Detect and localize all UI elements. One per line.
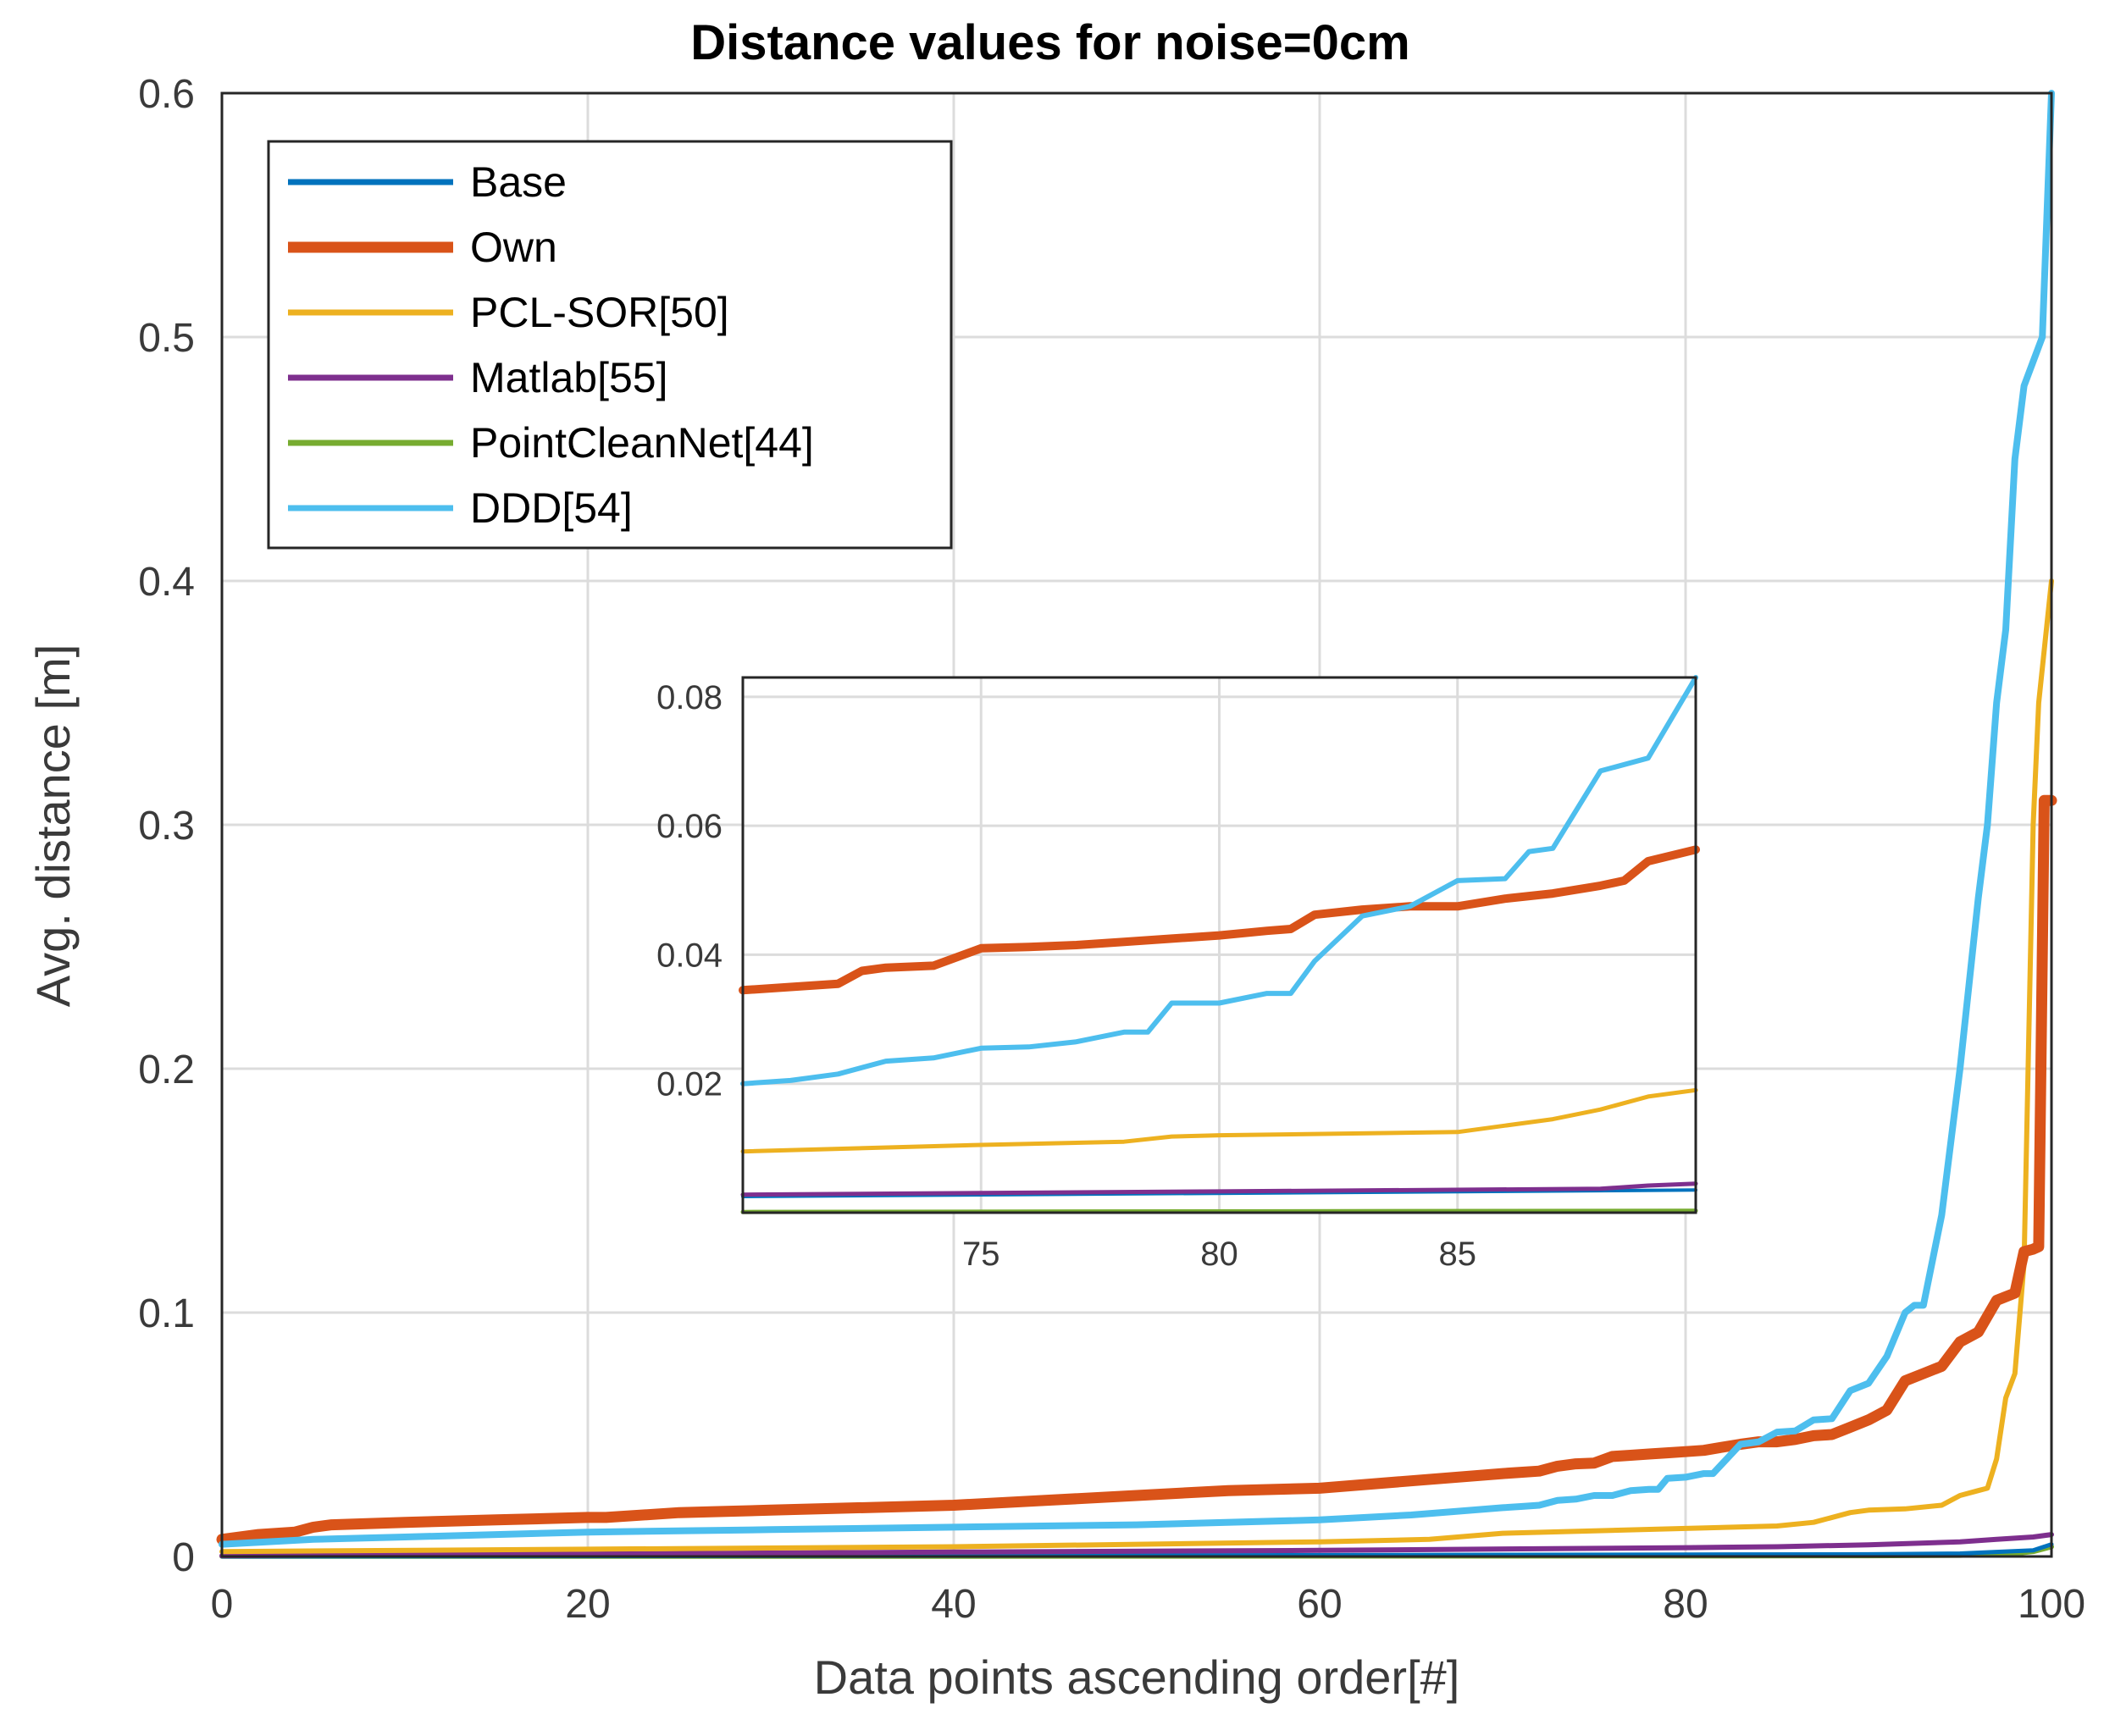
main-x-tick-labels: 0 20 40 60 80 100 bbox=[211, 1582, 2085, 1627]
main-y-tick-label: 0.1 bbox=[138, 1291, 195, 1336]
inset-plot-area: 75 80 85 0.02 0.04 0.06 0.08 bbox=[656, 675, 1700, 1273]
main-plot-area: 0 20 40 60 80 100 0 0.1 0.2 0.3 0.4 0.5 0.6 bbox=[138, 72, 2085, 1627]
inset-plot-frame bbox=[741, 676, 1697, 1214]
inset-y-tick-label: 0.06 bbox=[656, 808, 723, 845]
inset-x-tick-label: 85 bbox=[1439, 1236, 1477, 1273]
main-plot-frame bbox=[220, 91, 2053, 1558]
main-series-pcl-sor-50 bbox=[219, 578, 2054, 1555]
legend: Base Own PCL-SOR[50] Matlab[55] PointCleanNe… bbox=[267, 140, 953, 550]
legend-label-pointcleannet-44: PointCleanNet[44] bbox=[470, 419, 814, 467]
inset-grid bbox=[743, 677, 1696, 1213]
legend-label-ddd-54: DDD[54] bbox=[470, 484, 633, 532]
legend-label-pcl-sor-50: PCL-SOR[50] bbox=[470, 289, 729, 336]
main-x-tick-label: 60 bbox=[1297, 1582, 1342, 1627]
inset-series-pcl-sor-50 bbox=[740, 1087, 1698, 1154]
inset-y-tick-label: 0.04 bbox=[656, 937, 723, 974]
main-x-tick-label: 80 bbox=[1663, 1582, 1708, 1627]
main-y-tick-label: 0 bbox=[172, 1535, 195, 1580]
main-series-own bbox=[216, 794, 2057, 1545]
legend-box bbox=[267, 140, 953, 550]
main-y-tick-label: 0.6 bbox=[138, 72, 195, 117]
inset-series-own bbox=[739, 845, 1700, 995]
main-series-matlab-55 bbox=[219, 1532, 2054, 1559]
main-series-ddd-54 bbox=[219, 90, 2055, 1548]
main-y-tick-label: 0.4 bbox=[138, 560, 195, 605]
y-axis-label: Avg. distance [m] bbox=[26, 644, 80, 1008]
inset-y-tick-label: 0.08 bbox=[656, 679, 723, 716]
inset-series-ddd-54 bbox=[740, 675, 1698, 1086]
legend-label-base: Base bbox=[470, 158, 567, 206]
inset-y-tick-label: 0.02 bbox=[656, 1066, 723, 1103]
main-x-tick-label: 20 bbox=[565, 1582, 610, 1627]
main-x-tick-label: 0 bbox=[211, 1582, 234, 1627]
legend-label-matlab-55: Matlab[55] bbox=[470, 354, 667, 401]
legend-label-own: Own bbox=[470, 224, 557, 271]
inset-x-tick-label: 75 bbox=[962, 1236, 1000, 1273]
inset-y-tick-labels: 0.02 0.04 0.06 0.08 bbox=[656, 679, 723, 1103]
x-axis-label: Data points ascending order[#] bbox=[814, 1650, 1460, 1704]
main-y-tick-label: 0.5 bbox=[138, 316, 195, 361]
main-x-tick-label: 100 bbox=[2018, 1582, 2085, 1627]
inset-x-tick-label: 80 bbox=[1200, 1236, 1238, 1273]
chart-title: Distance values for noise=0cm bbox=[690, 15, 1409, 70]
main-y-tick-labels: 0 0.1 0.2 0.3 0.4 0.5 0.6 bbox=[138, 72, 195, 1580]
main-y-tick-label: 0.3 bbox=[138, 804, 195, 849]
main-x-tick-label: 40 bbox=[931, 1582, 976, 1627]
main-y-tick-label: 0.2 bbox=[138, 1048, 195, 1092]
inset-series-group bbox=[739, 675, 1700, 1214]
inset-series-matlab-55 bbox=[740, 1181, 1698, 1197]
inset-x-tick-labels: 75 80 85 bbox=[962, 1236, 1476, 1273]
